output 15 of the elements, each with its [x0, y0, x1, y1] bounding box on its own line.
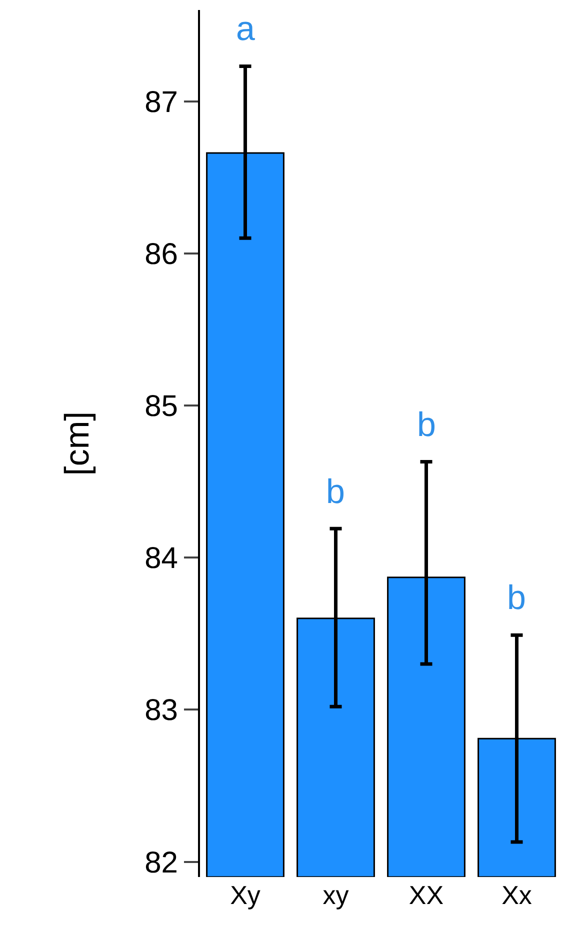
annotation: b [417, 406, 436, 444]
y-tick-label: 86 [144, 238, 178, 271]
y-axis-title: [cm] [58, 411, 97, 476]
x-tick-label: XX [408, 880, 444, 910]
y-tick-label: 85 [144, 390, 178, 423]
y-tick-label: 83 [144, 694, 178, 728]
annotation: b [507, 579, 526, 617]
y-tick-label: 82 [144, 846, 178, 880]
annotation: b [326, 473, 345, 511]
annotation: a [236, 10, 255, 48]
x-tick-label: Xy [230, 880, 260, 910]
y-tick-label: 84 [144, 542, 178, 576]
x-tick-label: xy [322, 880, 349, 910]
x-tick-label: Xx [502, 880, 532, 910]
y-tick-label: 87 [144, 86, 178, 119]
